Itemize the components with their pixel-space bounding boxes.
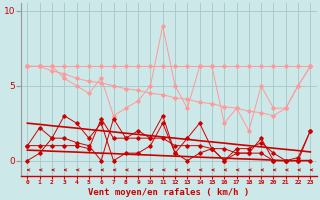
X-axis label: Vent moyen/en rafales ( km/h ): Vent moyen/en rafales ( km/h ) xyxy=(88,188,250,197)
